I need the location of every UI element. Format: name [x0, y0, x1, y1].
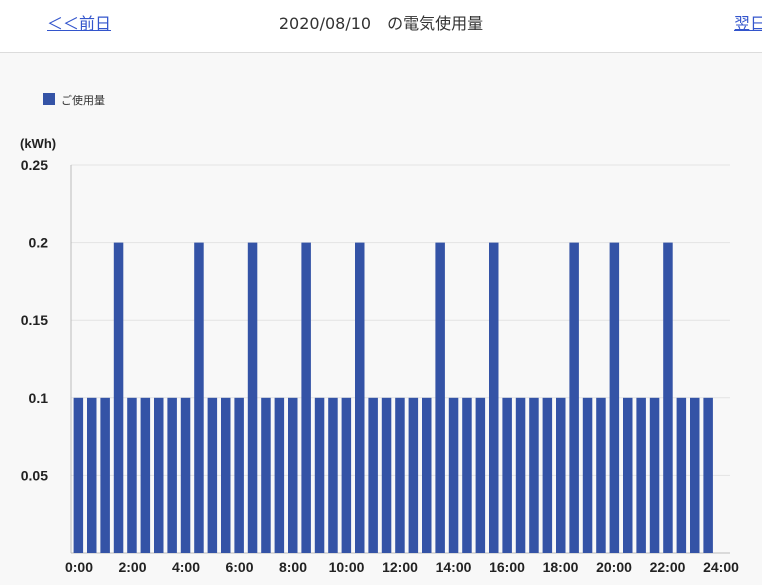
- usage-bar: [154, 397, 164, 553]
- x-tick-label: 0:00: [65, 559, 93, 575]
- usage-bar: [167, 397, 177, 553]
- usage-bar: [368, 397, 378, 553]
- usage-bar: [676, 397, 687, 553]
- usage-bar: [435, 242, 445, 553]
- usage-bar-chart: 0.25 0.2 0.15 0.1 0.05 (kWh) 0:00 2:00 4:00 6:00 8…: [20, 93, 739, 575]
- x-tick-label: 16:00: [489, 559, 525, 575]
- usage-bar: [529, 397, 539, 553]
- usage-bar: [663, 242, 673, 553]
- legend-label: ご使用量: [61, 93, 105, 107]
- usage-bar: [221, 397, 231, 553]
- x-tick-label: 18:00: [543, 559, 579, 575]
- usage-bar: [288, 397, 298, 553]
- x-tick-label: 20:00: [596, 559, 632, 575]
- usage-bar: [301, 242, 311, 553]
- x-tick-label: 4:00: [172, 559, 200, 575]
- usage-bar: [690, 397, 700, 553]
- usage-bar: [100, 397, 110, 553]
- y-tick-label: 0.05: [21, 467, 48, 483]
- usage-bar: [422, 397, 432, 553]
- x-tick-label: 14:00: [436, 559, 472, 575]
- usage-bar: [194, 242, 204, 553]
- x-tick-label: 12:00: [382, 559, 418, 575]
- usage-bar: [636, 397, 646, 553]
- usage-bar: [703, 397, 713, 553]
- usage-bar: [448, 397, 459, 553]
- x-tick-label: 2:00: [118, 559, 146, 575]
- chart-panel: 0.25 0.2 0.15 0.1 0.05 (kWh) 0:00 2:00 4:00 6:00 8…: [0, 53, 762, 585]
- usage-bar: [180, 397, 191, 553]
- y-tick-label: 0.15: [21, 312, 48, 328]
- y-axis-label: (kWh): [20, 136, 56, 151]
- usage-bar: [515, 397, 526, 553]
- y-tick-label: 0.2: [29, 235, 49, 251]
- usage-bar: [542, 397, 553, 553]
- x-tick-label: 22:00: [650, 559, 686, 575]
- usage-bar: [247, 242, 258, 553]
- usage-bar: [127, 397, 137, 553]
- usage-bar: [623, 397, 633, 553]
- usage-bar: [395, 397, 405, 553]
- usage-bar: [87, 397, 97, 553]
- y-tick-label: 0.1: [29, 390, 49, 406]
- x-tick-label: 8:00: [279, 559, 307, 575]
- usage-bar: [596, 397, 606, 553]
- usage-bar: [341, 397, 352, 553]
- header-bar: ＜＜前日 2020/08/10 の電気使用量 翌日: [0, 0, 762, 53]
- usage-bar: [475, 397, 486, 553]
- usage-bar: [408, 397, 419, 553]
- usage-bar: [649, 397, 660, 553]
- usage-bar: [261, 397, 271, 553]
- usage-bar: [355, 242, 365, 553]
- x-tick-label: 6:00: [225, 559, 253, 575]
- usage-bar: [207, 397, 218, 553]
- page-title: 2020/08/10 の電気使用量: [278, 14, 484, 33]
- usage-bar: [502, 397, 512, 553]
- usage-bar: [609, 242, 620, 553]
- usage-bar: [73, 397, 84, 553]
- x-tick-label: 24:00: [703, 559, 739, 575]
- y-tick-label: 0.25: [21, 157, 48, 173]
- next-day-link[interactable]: 翌日: [734, 14, 762, 33]
- x-tick-label: 10:00: [329, 559, 365, 575]
- usage-bar: [381, 397, 392, 553]
- usage-bar: [113, 242, 124, 553]
- usage-bar: [274, 397, 285, 553]
- usage-bar: [569, 242, 579, 553]
- usage-bar: [462, 397, 472, 553]
- usage-bar: [328, 397, 338, 553]
- usage-bar: [556, 397, 566, 553]
- usage-bar: [140, 397, 151, 553]
- previous-day-link[interactable]: ＜＜前日: [47, 14, 112, 33]
- usage-bar: [314, 397, 325, 553]
- legend-swatch: [43, 93, 55, 105]
- usage-bar: [489, 242, 499, 553]
- usage-bar: [582, 397, 593, 553]
- usage-bar: [234, 397, 244, 553]
